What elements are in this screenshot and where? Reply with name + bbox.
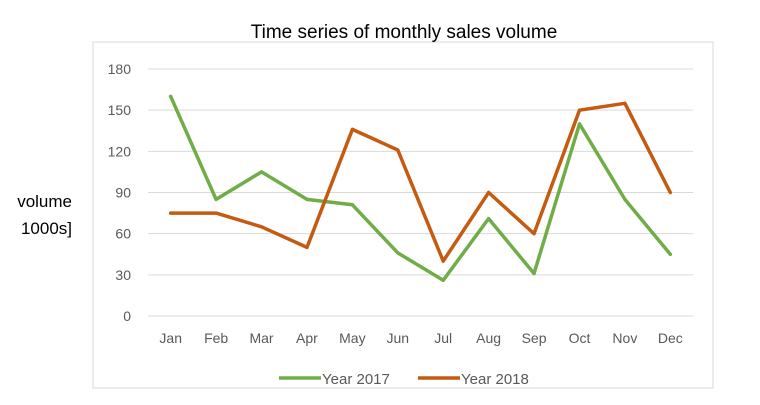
y-axis-ticks: 0 30 60 90 120 150 180 (108, 61, 132, 324)
data-point (396, 148, 400, 152)
data-point (487, 190, 491, 195)
data-point (487, 216, 491, 221)
series-line-2 (168, 101, 673, 263)
data-point (577, 122, 582, 126)
y-tick-label: 90 (115, 185, 131, 201)
data-point (305, 245, 309, 249)
y-tick-label: 0 (123, 308, 131, 324)
data-point (532, 232, 536, 236)
x-tick-label: Mar (249, 330, 273, 346)
y-tick-label: 150 (108, 102, 132, 118)
series-lines (168, 94, 673, 283)
x-tick-label: Aug (476, 330, 501, 346)
legend-label: Year 2018 (461, 371, 529, 388)
x-tick-label: Nov (612, 330, 637, 346)
data-point (441, 278, 445, 282)
x-tick-label: Apr (296, 330, 318, 346)
data-point (259, 225, 264, 229)
y-axis-label-line-2: 1000s] (21, 219, 72, 238)
x-tick-label: Sep (522, 330, 547, 346)
data-point (350, 127, 354, 131)
x-tick-label: May (339, 330, 365, 346)
y-tick-label: 180 (108, 61, 132, 77)
data-point (214, 197, 218, 201)
data-point (668, 252, 672, 256)
legend: Year 2017 Year 2018 (279, 371, 529, 388)
data-point (396, 251, 400, 255)
x-tick-label: Feb (204, 330, 228, 346)
x-tick-label: Jan (159, 330, 182, 346)
x-tick-label: Jul (434, 330, 452, 346)
x-axis-ticks: Jan Feb Mar Apr May Jun Jul Aug Sep Oct Nov Dec (159, 330, 682, 346)
y-axis-label-line-1: volume (17, 192, 72, 211)
data-point (350, 203, 354, 207)
data-point (668, 190, 672, 195)
chart-title: Time series of monthly sales volume (251, 22, 558, 43)
y-tick-label: 60 (115, 226, 131, 242)
data-point (623, 197, 627, 201)
data-point (532, 271, 536, 276)
data-point (214, 211, 218, 215)
data-point (259, 170, 264, 174)
series-line-1 (168, 94, 673, 283)
y-tick-label: 120 (108, 143, 132, 159)
legend-label: Year 2017 (322, 371, 390, 388)
x-tick-label: Jun (387, 330, 410, 346)
data-point (577, 108, 582, 112)
data-point (623, 101, 627, 105)
gridlines (148, 68, 693, 317)
data-point (305, 197, 309, 201)
x-tick-label: Dec (658, 330, 683, 346)
data-point (169, 94, 173, 99)
y-tick-label: 30 (115, 267, 131, 283)
x-tick-label: Oct (569, 330, 591, 346)
data-point (169, 211, 173, 215)
chart-frame (92, 41, 714, 389)
data-point (441, 259, 445, 263)
